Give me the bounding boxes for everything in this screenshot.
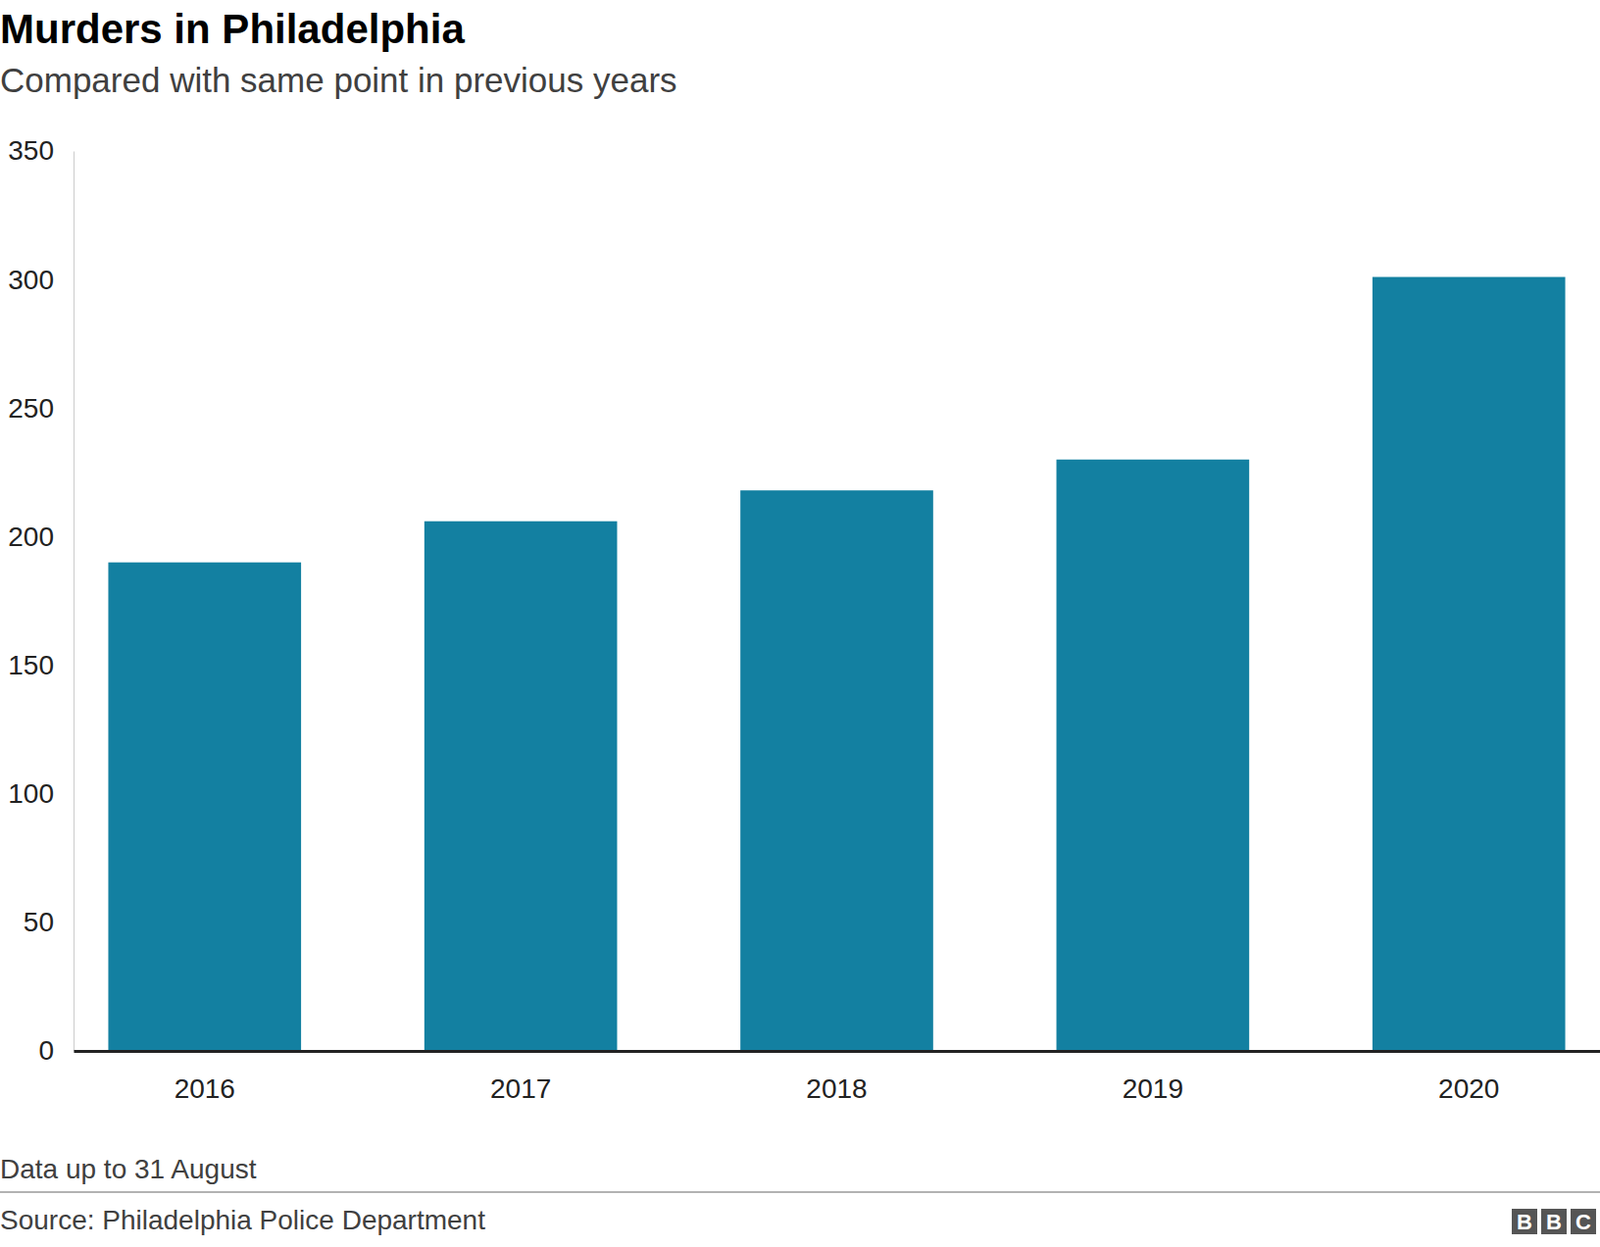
credit-logo: BBC — [1511, 1208, 1597, 1235]
y-tick-label: 350 — [7, 135, 54, 166]
x-axis: 2016 2017 2018 2019 2020 — [74, 1050, 1600, 1104]
x-axis-line — [74, 1050, 1600, 1053]
bar — [1056, 459, 1250, 1051]
y-tick-label: 200 — [7, 521, 54, 552]
x-tick: 2016 — [174, 1050, 236, 1104]
chart: Murders in Philadelphia Compared with sam… — [0, 0, 1600, 1247]
bar — [107, 562, 301, 1051]
y-tick: 300 — [7, 264, 74, 296]
y-axis: 0 50 100 150 200 250 300 350 — [7, 135, 74, 1066]
y-tick: 50 — [23, 906, 74, 938]
bar — [740, 490, 934, 1051]
credit: BBC — [1516, 1209, 1592, 1235]
y-tick: 100 — [7, 778, 74, 809]
y-tick: 250 — [7, 393, 74, 424]
footer-rule — [0, 1191, 1600, 1194]
x-tick: 2019 — [1122, 1050, 1184, 1104]
x-tick-label: 2017 — [490, 1073, 551, 1104]
bars — [107, 277, 1565, 1051]
credit-box — [1570, 1208, 1597, 1235]
subtitle: Compared with same point in previous yea… — [0, 60, 678, 100]
y-tick-label: 50 — [23, 906, 54, 938]
x-tick-label: 2019 — [1122, 1073, 1184, 1104]
source: Source: Philadelphia Police Department — [0, 1204, 486, 1236]
x-tick-label: 2016 — [174, 1073, 236, 1104]
title: Murders in Philadelphia — [0, 5, 465, 52]
x-tick-label: 2020 — [1438, 1073, 1500, 1104]
bar — [1372, 277, 1566, 1051]
y-tick-label: 100 — [7, 778, 54, 809]
x-tick: 2017 — [490, 1050, 551, 1104]
x-tick: 2020 — [1438, 1050, 1500, 1104]
y-tick: 350 — [7, 135, 74, 166]
y-axis-line — [73, 151, 75, 1052]
x-tick-label: 2018 — [805, 1073, 867, 1104]
footnote: Data up to 31 August — [0, 1153, 257, 1185]
y-tick-label: 300 — [7, 264, 54, 296]
y-tick: 0 — [38, 1035, 74, 1066]
y-tick-label: 0 — [38, 1035, 54, 1066]
bar — [424, 521, 618, 1051]
x-tick: 2018 — [805, 1050, 867, 1104]
credit-box — [1541, 1208, 1567, 1235]
y-tick: 150 — [7, 650, 74, 681]
y-tick-label: 250 — [7, 393, 54, 424]
credit-box — [1511, 1208, 1538, 1235]
y-tick: 200 — [7, 521, 74, 552]
y-tick-label: 150 — [7, 650, 54, 681]
